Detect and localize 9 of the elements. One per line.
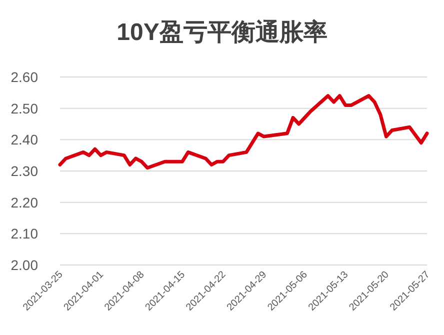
y-tick-label: 2.20	[10, 194, 38, 210]
y-tick-label: 2.00	[10, 257, 38, 273]
y-tick-label: 2.60	[10, 69, 38, 85]
y-tick-label: 2.10	[10, 226, 38, 242]
chart-title: 10Y盈亏平衡通胀率	[116, 19, 328, 46]
y-tick-label: 2.30	[10, 163, 38, 179]
y-tick-label: 2.50	[10, 100, 38, 116]
line-series	[58, 94, 429, 170]
y-tick-label: 2.40	[10, 132, 38, 148]
